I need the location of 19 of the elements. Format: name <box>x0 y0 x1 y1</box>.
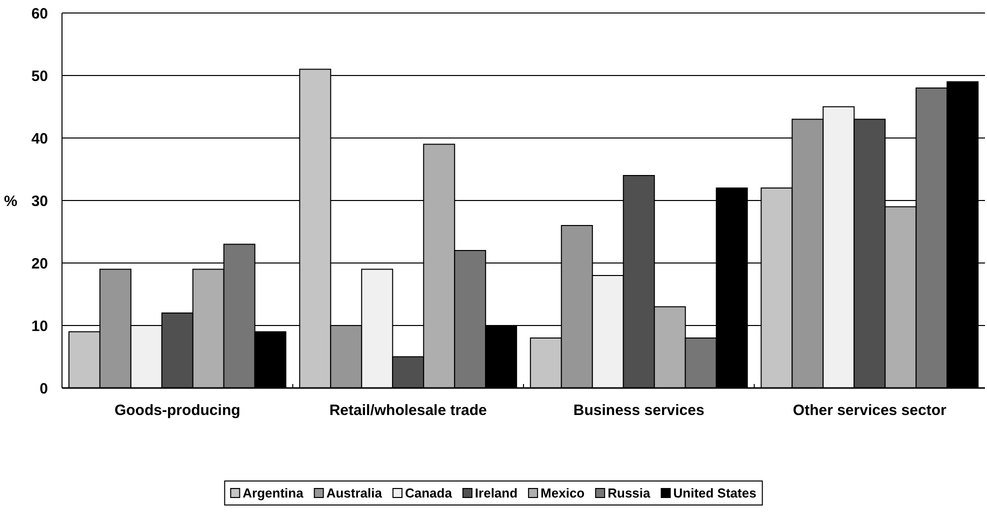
y-axis-title: % <box>4 192 18 210</box>
legend-label: Argentina <box>242 486 304 501</box>
y-tick-label: 50 <box>31 68 48 85</box>
y-tick-label: 10 <box>31 318 48 335</box>
x-tick-label: Other services sector <box>792 402 946 419</box>
y-tick-label: 40 <box>31 130 48 148</box>
legend-label: Russia <box>608 486 652 501</box>
y-tick-label: 30 <box>31 192 48 210</box>
x-tick-label: Retail/wholesale trade <box>329 402 487 419</box>
y-tick-label: 60 <box>31 5 48 22</box>
x-tick-label: Goods-producing <box>114 402 240 419</box>
x-tick-label: Business services <box>573 402 704 419</box>
legend-label: Mexico <box>540 486 585 501</box>
legend-label: Canada <box>404 486 453 501</box>
legend-label: United States <box>673 486 756 501</box>
y-tick-label: 0 <box>40 380 48 398</box>
legend-label: Australia <box>326 486 383 501</box>
legend-label: Ireland <box>474 486 518 501</box>
y-tick-label: 20 <box>31 255 48 272</box>
